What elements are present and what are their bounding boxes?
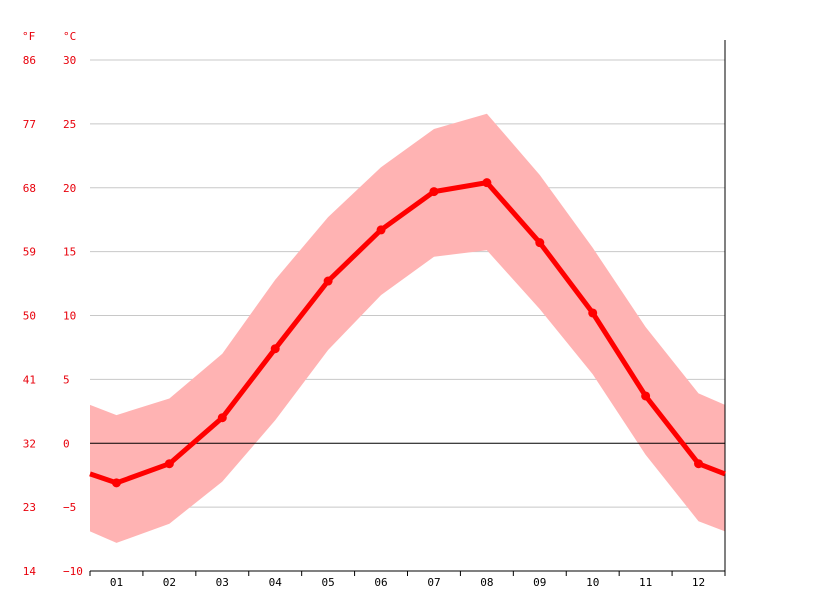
temperature-range-band (90, 113, 725, 543)
y-tick-label-f-0: 86 (23, 54, 36, 67)
x-tick-label-06: 06 (374, 576, 387, 589)
data-point-02 (164, 459, 174, 469)
data-point-11 (641, 391, 651, 401)
y-tick-label-f-2: 68 (23, 182, 36, 195)
y-tick-label-c-8: −10 (63, 565, 83, 578)
x-tick-label-07: 07 (427, 576, 440, 589)
y-tick-label-c-0: 30 (63, 54, 76, 67)
y-tick-label-f-1: 77 (23, 118, 36, 131)
y-tick-label-f-3: 59 (23, 246, 36, 259)
axes (89, 40, 726, 576)
data-point-12 (694, 459, 704, 469)
y-tick-labels: 86 30 77 25 68 20 59 15 50 10 41 5 32 0 23 −5 14 −10 (23, 54, 83, 578)
x-tick-labels: 01 02 03 04 05 06 07 08 09 10 11 12 (110, 576, 705, 589)
data-point-04 (270, 344, 280, 354)
data-point-01 (111, 478, 121, 488)
data-points (111, 178, 704, 488)
x-tick-label-08: 08 (480, 576, 493, 589)
data-point-10 (588, 308, 598, 318)
x-tick-label-01: 01 (110, 576, 123, 589)
y-tick-label-c-4: 10 (63, 310, 76, 323)
y-tick-label-c-1: 25 (63, 118, 76, 131)
x-tick-label-11: 11 (639, 576, 652, 589)
y-tick-label-c-6: 0 (63, 437, 70, 450)
data-point-07 (429, 187, 439, 197)
y-tick-label-f-5: 41 (23, 373, 36, 386)
y-tick-label-c-3: 15 (63, 246, 76, 259)
x-tick-label-04: 04 (269, 576, 283, 589)
data-point-08 (482, 178, 492, 188)
data-point-05 (323, 276, 333, 286)
data-point-03 (217, 413, 227, 423)
x-tick-label-05: 05 (322, 576, 335, 589)
data-point-06 (376, 225, 386, 235)
x-tick-label-02: 02 (163, 576, 176, 589)
y-tick-label-c-7: −5 (63, 501, 76, 514)
x-tick-label-03: 03 (216, 576, 229, 589)
series-line-average-temperature (89, 180, 726, 486)
x-tick-label-09: 09 (533, 576, 546, 589)
y-tick-label-f-6: 32 (23, 437, 36, 450)
x-tick-label-12: 12 (692, 576, 705, 589)
fahrenheit-unit-label: °F (22, 30, 35, 43)
y-tick-label-f-4: 50 (23, 310, 36, 323)
y-tick-label-c-5: 5 (63, 373, 70, 386)
y-tick-label-f-7: 23 (23, 501, 36, 514)
x-tick-label-10: 10 (586, 576, 599, 589)
data-point-09 (535, 238, 545, 248)
y-tick-label-f-8: 14 (23, 565, 37, 578)
celsius-unit-label: °C (63, 30, 76, 43)
y-tick-label-c-2: 20 (63, 182, 76, 195)
